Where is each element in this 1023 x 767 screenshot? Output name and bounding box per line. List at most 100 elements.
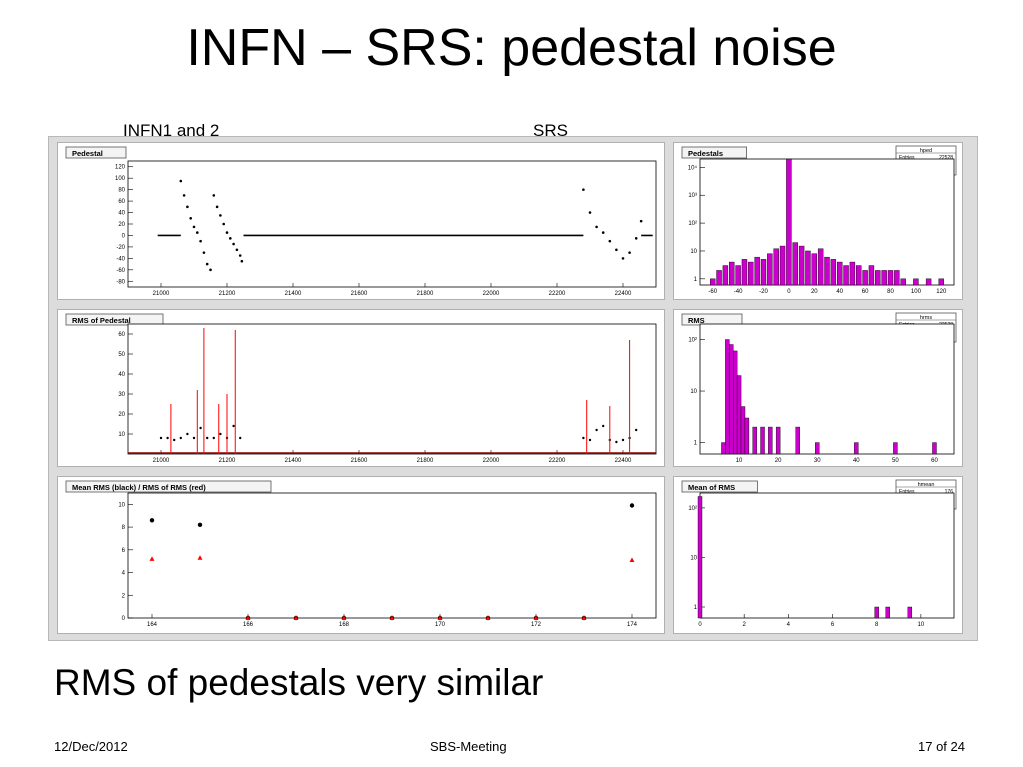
x-tick-label: 10 <box>736 458 743 464</box>
chart-title-box <box>65 313 164 326</box>
rms-of-rms-point <box>485 615 491 620</box>
data-point <box>608 239 612 243</box>
y-tick-label: 80 <box>118 188 125 194</box>
y-tick-label: 10 <box>118 432 125 438</box>
data-point <box>595 225 598 229</box>
stats-label: Entries <box>899 489 915 495</box>
histogram-bar <box>716 270 722 286</box>
pad-pedestals-hist: PedestalshpedEntries22528Mean-9.588e-17R… <box>673 142 963 300</box>
y-tick-label: 10 <box>690 555 697 561</box>
histogram-bar <box>932 442 937 455</box>
data-point <box>212 436 215 440</box>
data-point <box>595 428 598 432</box>
x-tick-label: 40 <box>853 458 860 464</box>
x-tick-label: 2 <box>743 622 747 628</box>
x-tick-label: 22000 <box>483 458 500 464</box>
data-point <box>192 225 196 229</box>
histogram-bar <box>836 261 843 286</box>
x-tick-label: 22400 <box>615 458 632 464</box>
data-point <box>222 222 225 226</box>
x-tick-label: 30 <box>814 458 821 464</box>
y-tick-label: 40 <box>118 372 125 378</box>
plot-frame <box>127 492 657 619</box>
x-tick-label: -20 <box>759 289 768 295</box>
x-tick-label: 20 <box>811 289 818 295</box>
y-tick-label: 10² <box>688 221 697 227</box>
data-point <box>601 231 605 234</box>
data-point <box>219 432 222 436</box>
histogram-bar <box>874 606 879 619</box>
data-point <box>582 436 585 440</box>
rms-pedestal-chart: RMS of Pedestal 21000 21200 21400 21600 21800… <box>65 313 657 464</box>
y-tick-label: 1 <box>694 277 698 283</box>
chart-title-box <box>65 146 127 159</box>
y-tick-label: 120 <box>115 165 126 171</box>
histogram-bar <box>894 270 900 286</box>
data-point <box>179 179 183 183</box>
chart-title: Mean of RMS <box>688 483 735 492</box>
y-tick-label: 50 <box>118 352 125 358</box>
rms-histogram: RMShrmsEntries22528Mean8.066RMS5.3441020… <box>681 312 957 464</box>
data-point <box>602 424 605 428</box>
y-tick-label: 4 <box>122 571 126 577</box>
histogram-bar <box>729 261 735 286</box>
chart-title: Pedestals <box>688 149 723 158</box>
y-tick-label: 2 <box>122 593 126 599</box>
data-point <box>235 248 239 252</box>
y-tick-label: 20 <box>118 412 125 418</box>
root-canvas: Pedestal 21000 21200 21400 21600 21800 22000 22… <box>48 136 978 641</box>
x-tick-label: 174 <box>627 622 638 628</box>
x-tick-label: 10 <box>918 622 925 628</box>
data-point <box>232 242 235 246</box>
histogram-bar <box>849 261 856 286</box>
x-tick-label: 20 <box>775 458 782 464</box>
mean-rms-point <box>629 503 635 508</box>
y-tick-label: 20 <box>118 222 125 228</box>
chart-title: RMS of Pedestal <box>72 316 131 325</box>
histogram-bar <box>748 261 754 286</box>
data-point <box>628 251 631 254</box>
x-tick-label: 21000 <box>153 458 170 464</box>
histogram-bar <box>798 245 805 286</box>
x-tick-label: 21400 <box>285 458 302 464</box>
data-point <box>192 436 196 440</box>
data-point <box>199 239 202 243</box>
data-point <box>179 436 182 440</box>
y-tick-label: 1 <box>694 441 698 447</box>
histogram-bar <box>736 375 742 455</box>
x-tick-label: 22200 <box>549 291 566 297</box>
y-tick-label: 10 <box>690 389 697 395</box>
histogram-bar <box>805 250 811 286</box>
histogram-bar <box>856 265 862 286</box>
x-tick-label: 6 <box>831 622 835 628</box>
y-tick-label: 10² <box>688 506 697 512</box>
y-tick-label: 10³ <box>688 193 697 199</box>
rms-of-rms-point <box>293 615 299 620</box>
pedestal-scatter-chart: Pedestal 21000 21200 21400 21600 21800 22000 22… <box>65 146 657 297</box>
data-point <box>173 438 176 442</box>
label-infn: INFN1 and 2 <box>123 121 220 140</box>
histogram-bar <box>868 265 875 286</box>
x-tick-label: 4 <box>787 622 791 628</box>
y-tick-label: -60 <box>116 268 125 274</box>
x-tick-label: 21600 <box>351 291 368 297</box>
x-tick-label: 21800 <box>417 458 434 464</box>
data-point <box>582 188 585 191</box>
stats-title: hrms <box>920 315 932 321</box>
y-tick-label: 1 <box>694 605 698 611</box>
data-point <box>182 194 186 197</box>
histogram-bar <box>925 278 932 286</box>
data-point <box>189 216 192 220</box>
x-tick-label: -40 <box>734 289 743 295</box>
histogram-bar <box>741 259 748 286</box>
x-tick-label: 21000 <box>153 291 170 297</box>
histogram-bar <box>900 278 906 286</box>
y-tick-label: 6 <box>122 548 126 554</box>
data-point <box>212 194 216 197</box>
x-tick-label: 22200 <box>549 458 566 464</box>
rms-of-rms-point <box>437 615 443 620</box>
pad-rms-pedestal: RMS of Pedestal 21000 21200 21400 21600 21800… <box>57 309 665 467</box>
data-point <box>202 251 206 254</box>
stats-title: hped <box>920 148 932 154</box>
histogram-bar <box>710 278 716 286</box>
